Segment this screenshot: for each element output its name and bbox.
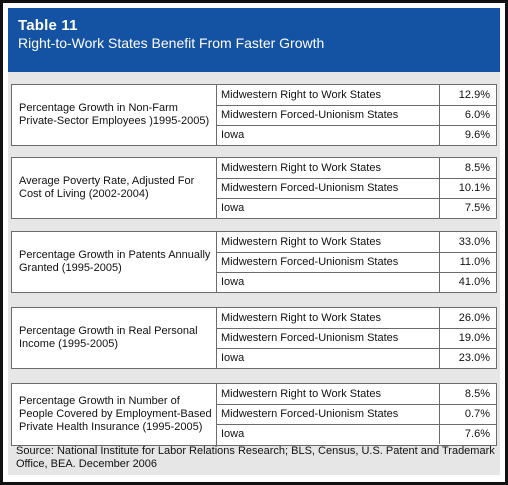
cell-divider xyxy=(439,272,440,292)
table-row: Midwestern Forced-Unionism States 10.1% xyxy=(217,178,496,199)
cell-divider xyxy=(439,178,440,198)
table-row: Midwestern Right to Work States 26.0% xyxy=(217,308,496,329)
metric-label: Percentage Growth in Patents Annually Gr… xyxy=(19,249,211,274)
metric-label: Average Poverty Rate, Adjusted For Cost … xyxy=(19,175,195,200)
row-value: 9.6% xyxy=(464,129,490,141)
cell-divider xyxy=(439,308,440,328)
row-value: 41.0% xyxy=(458,276,490,288)
table-row: Midwestern Right to Work States 12.9% xyxy=(217,85,496,106)
cell-divider xyxy=(439,125,440,145)
row-label: Midwestern Forced-Unionism States xyxy=(221,182,399,194)
row-value: 10.1% xyxy=(458,182,490,194)
row-label: Midwestern Right to Work States xyxy=(221,89,381,101)
row-value: 8.5% xyxy=(464,162,490,174)
cell-divider xyxy=(439,328,440,348)
table-row: Iowa 7.6% xyxy=(217,424,496,444)
metric-rows: Midwestern Right to Work States 26.0% Mi… xyxy=(216,308,496,368)
metric-rows: Midwestern Right to Work States 33.0% Mi… xyxy=(216,232,496,292)
cell-divider xyxy=(439,348,440,368)
metric-label: Percentage Growth in Non-Farm Private-Se… xyxy=(19,102,210,127)
row-value: 7.5% xyxy=(464,202,490,214)
row-label: Midwestern Forced-Unionism States xyxy=(221,109,399,121)
table-row: Iowa 7.5% xyxy=(217,198,496,218)
table-row: Midwestern Forced-Unionism States 11.0% xyxy=(217,252,496,273)
metric-rows: Midwestern Right to Work States 12.9% Mi… xyxy=(216,85,496,145)
table-row: Iowa 23.0% xyxy=(217,348,496,368)
cell-divider xyxy=(439,85,440,105)
metric-label: Percentage Growth in Real Personal Incom… xyxy=(19,325,198,350)
row-value: 23.0% xyxy=(458,352,490,364)
table-row: Midwestern Right to Work States 8.5% xyxy=(217,384,496,405)
row-label: Midwestern Forced-Unionism States xyxy=(221,256,399,268)
table-row: Iowa 41.0% xyxy=(217,272,496,292)
row-label: Iowa xyxy=(221,276,245,288)
metric-rows: Midwestern Right to Work States 8.5% Mid… xyxy=(216,158,496,218)
row-value: 12.9% xyxy=(458,89,490,101)
cell-divider xyxy=(439,252,440,272)
cell-divider xyxy=(439,404,440,424)
metric-label: Percentage Growth in Number of People Co… xyxy=(19,395,212,433)
table-row: Midwestern Right to Work States 33.0% xyxy=(217,232,496,253)
row-label: Midwestern Forced-Unionism States xyxy=(221,408,399,420)
metric-group: Percentage Growth in Patents Annually Gr… xyxy=(11,231,497,293)
table-header: Table 11 Right-to-Work States Benefit Fr… xyxy=(8,8,500,72)
table-title: Right-to-Work States Benefit From Faster… xyxy=(18,35,325,51)
row-label: Midwestern Forced-Unionism States xyxy=(221,332,399,344)
table-body: Percentage Growth in Non-Farm Private-Se… xyxy=(8,72,500,475)
row-label: Midwestern Right to Work States xyxy=(221,388,381,400)
metric-group: Percentage Growth in Number of People Co… xyxy=(11,383,497,446)
table-row: Midwestern Forced-Unionism States 0.7% xyxy=(217,404,496,425)
cell-divider xyxy=(439,424,440,444)
table-row: Midwestern Right to Work States 8.5% xyxy=(217,158,496,179)
row-label: Iowa xyxy=(221,428,245,440)
row-label: Midwestern Right to Work States xyxy=(221,236,381,248)
row-value: 19.0% xyxy=(458,332,490,344)
table-row: Midwestern Forced-Unionism States 19.0% xyxy=(217,328,496,349)
metric-group: Percentage Growth in Real Personal Incom… xyxy=(11,307,497,369)
metric-group: Average Poverty Rate, Adjusted For Cost … xyxy=(11,157,497,219)
row-value: 0.7% xyxy=(464,408,490,420)
row-value: 6.0% xyxy=(464,109,490,121)
source-note: Source: National Institute for Labor Rel… xyxy=(16,445,495,470)
cell-divider xyxy=(439,232,440,252)
cell-divider xyxy=(439,105,440,125)
table-row: Iowa 9.6% xyxy=(217,125,496,145)
row-label: Midwestern Right to Work States xyxy=(221,162,381,174)
metric-group: Percentage Growth in Non-Farm Private-Se… xyxy=(11,84,497,146)
cell-divider xyxy=(439,158,440,178)
row-value: 33.0% xyxy=(458,236,490,248)
row-label: Iowa xyxy=(221,202,245,214)
row-label: Iowa xyxy=(221,352,245,364)
row-label: Midwestern Right to Work States xyxy=(221,312,381,324)
row-value: 7.6% xyxy=(464,428,490,440)
row-value: 26.0% xyxy=(458,312,490,324)
table-row: Midwestern Forced-Unionism States 6.0% xyxy=(217,105,496,126)
row-value: 8.5% xyxy=(464,388,490,400)
row-value: 11.0% xyxy=(459,256,490,268)
cell-divider xyxy=(439,384,440,404)
row-label: Iowa xyxy=(221,129,245,141)
cell-divider xyxy=(439,198,440,218)
table-number: Table 11 xyxy=(18,17,78,34)
metric-rows: Midwestern Right to Work States 8.5% Mid… xyxy=(216,384,496,445)
